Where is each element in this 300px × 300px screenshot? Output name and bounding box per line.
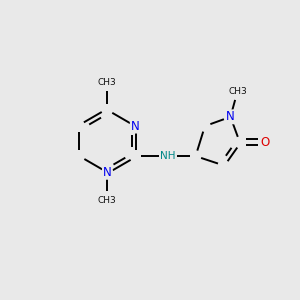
Text: CH3: CH3 — [228, 87, 247, 96]
Text: CH3: CH3 — [98, 196, 117, 205]
Text: O: O — [261, 136, 270, 149]
Text: CH3: CH3 — [98, 78, 117, 87]
Text: NH: NH — [160, 151, 176, 161]
Text: N: N — [103, 166, 112, 179]
Text: N: N — [131, 120, 140, 133]
Text: N: N — [226, 110, 235, 123]
